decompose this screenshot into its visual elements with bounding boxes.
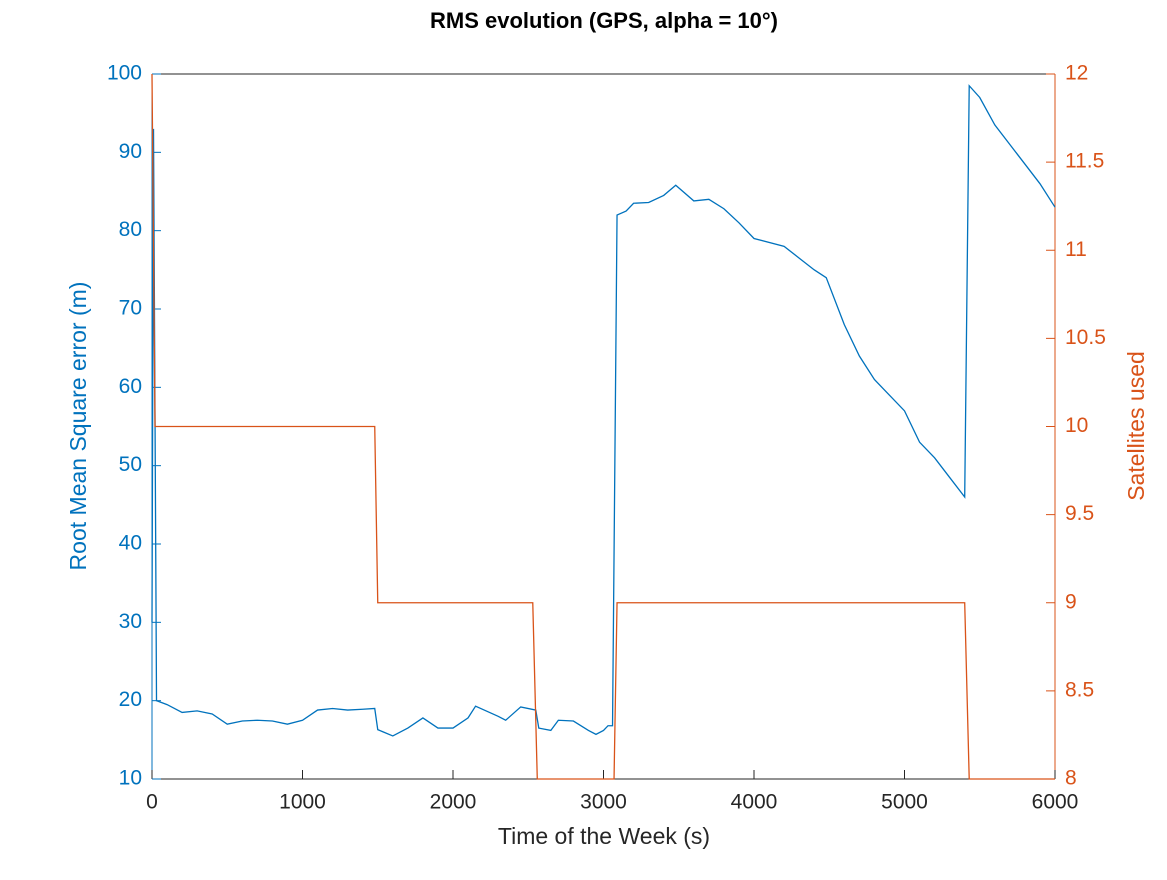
y-tick-label: 10 xyxy=(119,767,142,790)
y-tick-label: 60 xyxy=(119,375,142,398)
y-tick-label: 40 xyxy=(119,532,142,555)
y-tick-label: 80 xyxy=(119,218,142,241)
series-line xyxy=(151,84,1056,737)
y2-tick-label: 8.5 xyxy=(1065,678,1094,701)
x-tick-label: 2000 xyxy=(430,791,477,814)
x-axis-label: Time of the Week (s) xyxy=(498,823,710,849)
x-tick-label: 3000 xyxy=(580,791,627,814)
series-line xyxy=(151,73,1055,780)
y2-tick-label: 10.5 xyxy=(1065,326,1106,349)
y2-tick-label: 10 xyxy=(1065,414,1088,437)
y-axis-label: Root Mean Square error (m) xyxy=(65,282,91,571)
y-tick-label: 30 xyxy=(119,610,142,633)
y2-tick-label: 9 xyxy=(1065,590,1077,613)
y-tick-label: 20 xyxy=(119,688,142,711)
y-tick-label: 100 xyxy=(107,62,142,85)
y2-tick-label: 11 xyxy=(1065,238,1087,261)
y2-tick-label: 9.5 xyxy=(1065,502,1094,525)
y-tick-label: 50 xyxy=(119,453,142,476)
y2-tick-label: 12 xyxy=(1065,62,1088,85)
x-tick-label: 0 xyxy=(146,791,158,814)
y2-tick-label: 11.5 xyxy=(1065,150,1104,173)
x-tick-label: 1000 xyxy=(279,791,326,814)
chart-title: RMS evolution (GPS, alpha = 10°) xyxy=(430,8,778,33)
x-tick-label: 5000 xyxy=(881,791,928,814)
x-tick-label: 4000 xyxy=(731,791,778,814)
y2-tick-label: 8 xyxy=(1065,767,1077,790)
x-tick-label: 6000 xyxy=(1032,791,1079,814)
y-tick-label: 90 xyxy=(119,140,142,163)
y2-axis-label: Satellites used xyxy=(1123,351,1149,501)
y-tick-label: 70 xyxy=(119,297,142,320)
